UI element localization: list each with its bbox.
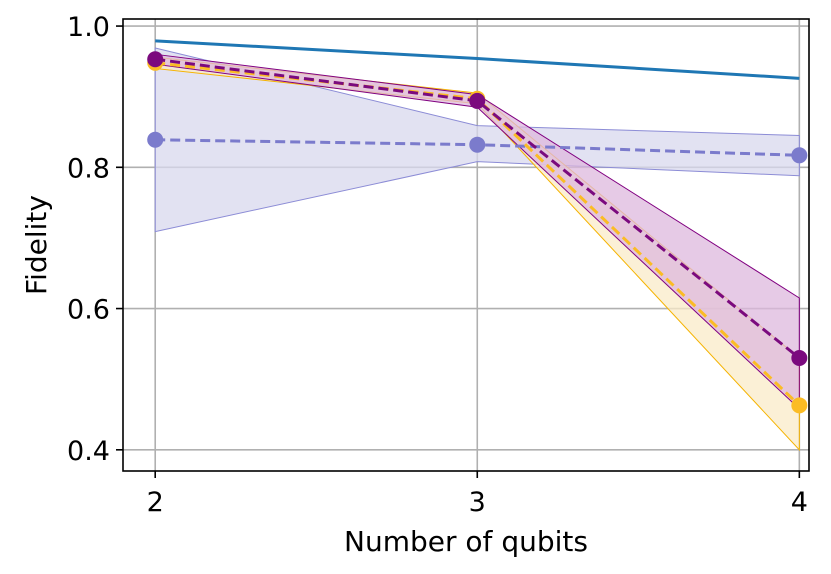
series-3-point: [147, 51, 164, 68]
series-3-point: [791, 350, 808, 366]
y-tick-label: 0.4: [67, 436, 110, 467]
series-1-point: [791, 147, 808, 164]
plot-frame: [122, 18, 810, 472]
series-0-line: [155, 39, 800, 80]
y-tick-label: 0.8: [67, 153, 110, 184]
x-tick-label: 4: [791, 487, 808, 518]
y-tick-label: 1.0: [67, 12, 110, 43]
series-1-point: [147, 131, 164, 148]
series-2-point: [791, 397, 808, 414]
x-tick-label: 2: [147, 487, 164, 518]
series-1-point: [469, 136, 486, 153]
x-axis-label: Number of qubits: [344, 525, 588, 558]
series-3-point: [469, 92, 486, 109]
series-markers: [147, 51, 808, 414]
x-tick-label: 3: [469, 487, 486, 518]
axis-ticks: 2 3 4 0.4 0.6 0.8 1.0: [67, 12, 808, 518]
y-tick-label: 0.6: [67, 295, 110, 326]
y-axis-label: Fidelity: [20, 195, 53, 295]
